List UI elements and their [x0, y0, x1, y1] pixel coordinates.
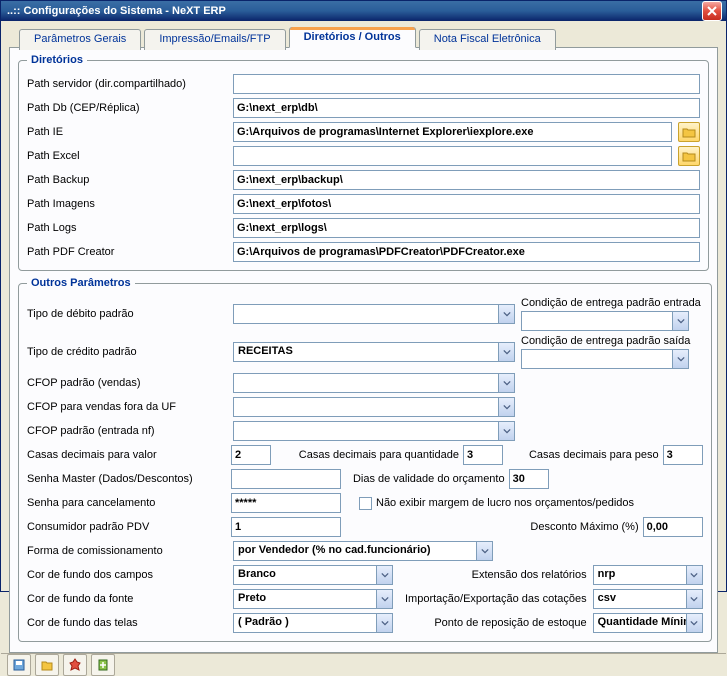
label-desconto-max: Desconto Máximo (%) [530, 521, 638, 533]
label-path-excel: Path Excel [27, 150, 227, 162]
input-consumidor[interactable] [231, 517, 341, 537]
label-imp-exp: Importação/Exportação das cotações [405, 593, 587, 605]
label-cor-telas: Cor de fundo das telas [27, 617, 227, 629]
combo-cond-saida[interactable] [521, 349, 689, 369]
combo-tipo-debito[interactable] [233, 304, 515, 324]
titlebar: ..:: Configurações do Sistema - NeXT ERP [1, 1, 726, 21]
chevron-down-icon[interactable] [686, 566, 702, 584]
window-title: ..:: Configurações do Sistema - NeXT ERP [7, 5, 702, 17]
chevron-down-icon[interactable] [672, 312, 688, 330]
combo-cfop-entrada[interactable] [233, 421, 515, 441]
input-path-servidor[interactable] [233, 74, 700, 94]
chevron-down-icon[interactable] [498, 398, 514, 416]
input-casas-qtd[interactable] [463, 445, 503, 465]
statusbar [1, 653, 726, 676]
label-casas-valor: Casas decimais para valor [27, 449, 227, 461]
input-casas-valor[interactable] [231, 445, 271, 465]
label-tipo-debito: Tipo de débito padrão [27, 308, 227, 320]
label-dias-validade: Dias de validade do orçamento [353, 473, 505, 485]
chevron-down-icon[interactable] [498, 343, 514, 361]
combo-cfop-fora-uf[interactable] [233, 397, 515, 417]
combo-forma-comiss[interactable]: por Vendedor (% no cad.funcionário) [233, 541, 493, 561]
input-path-pdf[interactable] [233, 242, 700, 262]
label-casas-qtd: Casas decimais para quantidade [299, 449, 459, 461]
label-path-backup: Path Backup [27, 174, 227, 186]
label-senha-cancel: Senha para cancelamento [27, 497, 227, 509]
label-cfop-fora-uf: CFOP para vendas fora da UF [27, 401, 227, 413]
label-ext-rel: Extensão dos relatórios [472, 569, 587, 581]
label-cfop-vendas: CFOP padrão (vendas) [27, 377, 227, 389]
input-path-ie[interactable] [233, 122, 672, 142]
label-ponto-rep: Ponto de reposição de estoque [434, 617, 586, 629]
chevron-down-icon[interactable] [498, 305, 514, 323]
outros-parametros-group: Outros Parâmetros Tipo de débito padrão … [18, 277, 712, 642]
input-path-excel[interactable] [233, 146, 672, 166]
toolbar-btn-1[interactable] [7, 654, 31, 676]
label-path-imagens: Path Imagens [27, 198, 227, 210]
outros-legend: Outros Parâmetros [27, 277, 135, 289]
combo-cor-campos[interactable]: Branco [233, 565, 393, 585]
chevron-down-icon[interactable] [686, 590, 702, 608]
toolbar-btn-4[interactable] [91, 654, 115, 676]
input-senha-master[interactable] [231, 469, 341, 489]
label-casas-peso: Casas decimais para peso [529, 449, 659, 461]
tab-nota-fiscal[interactable]: Nota Fiscal Eletrônica [419, 29, 556, 50]
label-cond-saida: Condição de entrega padrão saída [521, 335, 689, 347]
label-cfop-entrada: CFOP padrão (entrada nf) [27, 425, 227, 437]
checkbox-nao-exibir[interactable] [359, 497, 372, 510]
window: ..:: Configurações do Sistema - NeXT ERP… [0, 0, 727, 592]
input-path-db[interactable] [233, 98, 700, 118]
label-cor-fonte: Cor de fundo da fonte [27, 593, 227, 605]
label-nao-exibir: Não exibir margem de lucro nos orçamento… [376, 497, 634, 509]
input-path-backup[interactable] [233, 170, 700, 190]
chevron-down-icon[interactable] [498, 422, 514, 440]
input-casas-peso[interactable] [663, 445, 703, 465]
diretorios-legend: Diretórios [27, 54, 87, 66]
label-tipo-credito: Tipo de crédito padrão [27, 346, 227, 358]
label-consumidor: Consumidor padrão PDV [27, 521, 227, 533]
toolbar-btn-3[interactable] [63, 654, 87, 676]
combo-cor-fonte[interactable]: Preto [233, 589, 393, 609]
combo-ponto-rep[interactable]: Quantidade Mínim [593, 613, 703, 633]
chevron-down-icon[interactable] [376, 566, 392, 584]
tab-impressao-emails-ftp[interactable]: Impressão/Emails/FTP [144, 29, 285, 50]
diretorios-group: Diretórios Path servidor (dir.compartilh… [18, 54, 709, 271]
input-path-logs[interactable] [233, 218, 700, 238]
chevron-down-icon[interactable] [498, 374, 514, 392]
combo-ext-rel[interactable]: nrp [593, 565, 703, 585]
chevron-down-icon[interactable] [476, 542, 492, 560]
label-path-logs: Path Logs [27, 222, 227, 234]
chevron-down-icon[interactable] [376, 590, 392, 608]
label-path-pdf: Path PDF Creator [27, 246, 227, 258]
input-dias-validade[interactable] [509, 469, 549, 489]
input-desconto-max[interactable] [643, 517, 703, 537]
combo-tipo-credito[interactable]: RECEITAS [233, 342, 515, 362]
label-senha-master: Senha Master (Dados/Descontos) [27, 473, 227, 485]
content: Parâmetros Gerais Impressão/Emails/FTP D… [1, 21, 726, 653]
tabs: Parâmetros Gerais Impressão/Emails/FTP D… [9, 27, 718, 48]
tab-body: Diretórios Path servidor (dir.compartilh… [9, 47, 718, 653]
label-forma-comiss: Forma de comissionamento [27, 545, 227, 557]
tab-parametros-gerais[interactable]: Parâmetros Gerais [19, 29, 141, 50]
browse-ie-button[interactable] [678, 122, 700, 142]
toolbar-btn-2[interactable] [35, 654, 59, 676]
combo-imp-exp[interactable]: csv [593, 589, 703, 609]
browse-excel-button[interactable] [678, 146, 700, 166]
input-senha-cancel[interactable] [231, 493, 341, 513]
tab-diretorios-outros[interactable]: Diretórios / Outros [289, 27, 416, 48]
close-button[interactable] [702, 1, 722, 21]
combo-cfop-vendas[interactable] [233, 373, 515, 393]
label-cor-campos: Cor de fundo dos campos [27, 569, 227, 581]
chevron-down-icon[interactable] [672, 350, 688, 368]
combo-cor-telas[interactable]: ( Padrão ) [233, 613, 393, 633]
label-cond-entrada: Condição de entrega padrão entrada [521, 297, 689, 309]
input-path-imagens[interactable] [233, 194, 700, 214]
label-path-db: Path Db (CEP/Réplica) [27, 102, 227, 114]
chevron-down-icon[interactable] [376, 614, 392, 632]
chevron-down-icon[interactable] [686, 614, 702, 632]
label-path-servidor: Path servidor (dir.compartilhado) [27, 78, 227, 90]
label-path-ie: Path IE [27, 126, 227, 138]
combo-cond-entrada[interactable] [521, 311, 689, 331]
